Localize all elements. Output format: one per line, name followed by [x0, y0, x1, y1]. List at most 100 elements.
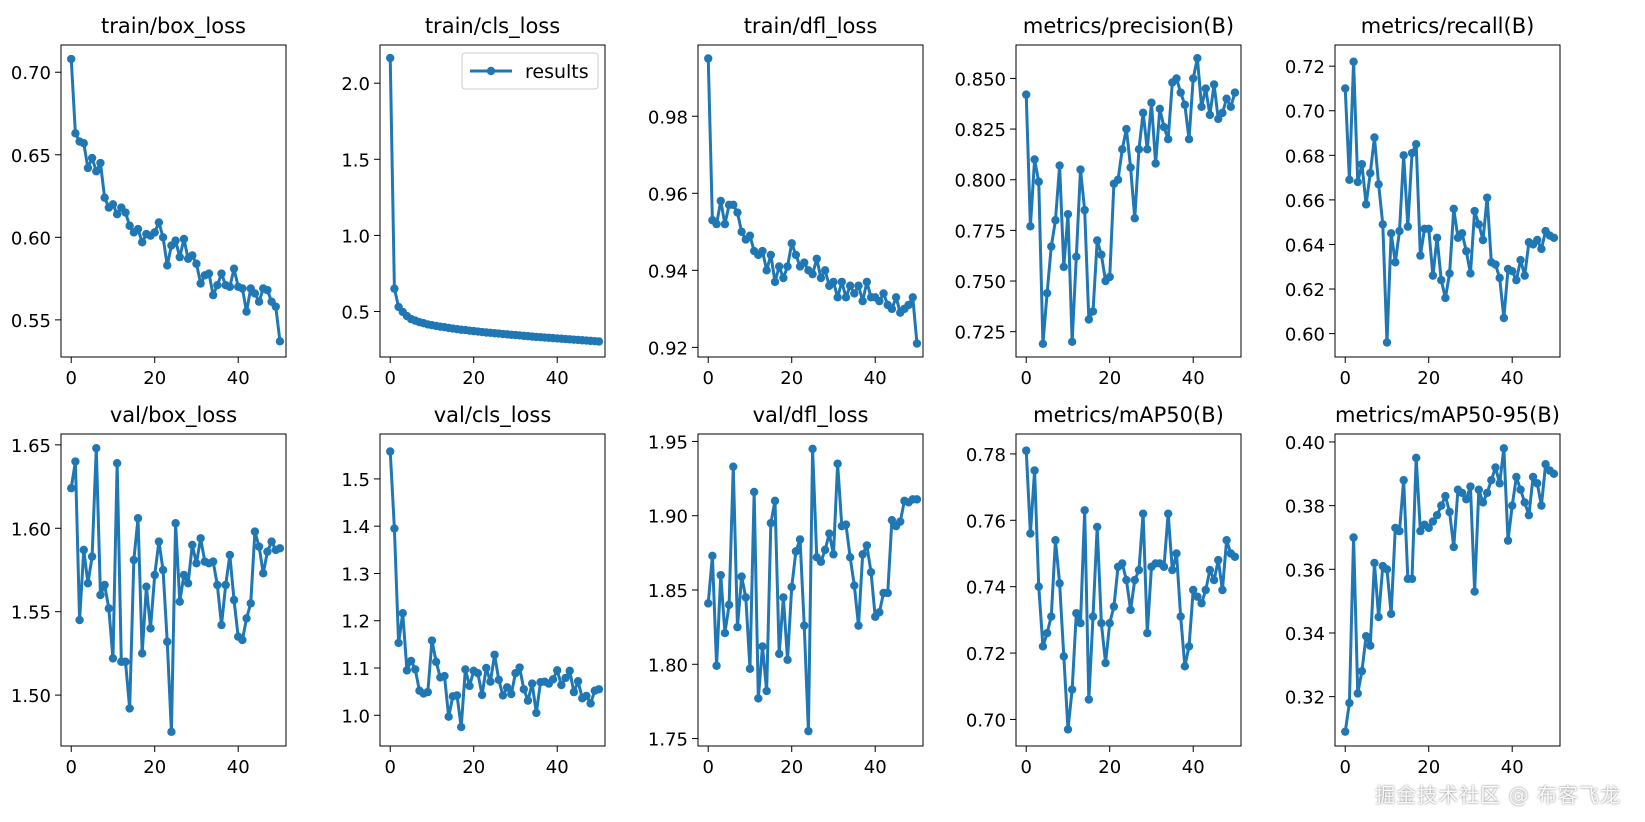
- data-point: [75, 615, 84, 625]
- data-point: [1395, 526, 1404, 536]
- data-point: [1155, 104, 1165, 114]
- data-point: [229, 264, 239, 273]
- data-point: [875, 296, 884, 306]
- chart-title: train/box_loss: [101, 14, 246, 39]
- data-point: [275, 544, 285, 553]
- data-point: [1143, 145, 1152, 154]
- x-tick-label: 20: [780, 368, 803, 389]
- data-point: [192, 259, 201, 268]
- data-point: [137, 238, 147, 247]
- data-point: [92, 167, 101, 176]
- data-point: [142, 582, 151, 591]
- y-tick-label: 0.60: [11, 228, 51, 249]
- axes-frame: [60, 44, 287, 358]
- data-point: [1366, 168, 1375, 178]
- x-tick-label: 40: [1182, 368, 1205, 389]
- data-point: [720, 219, 730, 229]
- data-point: [850, 289, 859, 298]
- data-point: [1193, 592, 1202, 601]
- y-tick-label: 0.34: [1285, 624, 1325, 645]
- y-tick-label: 0.72: [1285, 57, 1325, 78]
- data-point: [1022, 446, 1031, 455]
- y-tick-label: 0.725: [954, 323, 1006, 344]
- chart-title: val/dfl_loss: [753, 403, 869, 428]
- data-point: [1520, 271, 1529, 280]
- data-point: [188, 251, 197, 260]
- data-point: [87, 552, 97, 561]
- data-point: [1437, 275, 1446, 285]
- data-point: [1138, 509, 1148, 518]
- data-point: [1370, 558, 1379, 568]
- x-tick-label: 0: [385, 368, 396, 389]
- data-point: [208, 557, 218, 566]
- data-point: [1541, 460, 1550, 469]
- data-point: [586, 699, 595, 708]
- data-point: [1407, 574, 1417, 584]
- data-point: [808, 444, 817, 454]
- data-point: [523, 696, 533, 705]
- y-tick-label: 1.3: [341, 564, 370, 585]
- data-point: [704, 54, 713, 63]
- data-point: [1495, 273, 1504, 283]
- y-tick-label: 1.90: [648, 507, 688, 528]
- chart-title: train/dfl_loss: [744, 14, 878, 39]
- data-point: [1092, 522, 1102, 532]
- data-point: [862, 541, 872, 550]
- legend-marker: [486, 66, 496, 76]
- data-point: [1138, 108, 1148, 118]
- data-point: [548, 675, 558, 684]
- data-point: [1105, 618, 1114, 628]
- data-point: [1445, 507, 1454, 517]
- y-tick-label: 0.78: [966, 445, 1006, 466]
- data-point: [1391, 258, 1400, 267]
- data-point: [573, 677, 583, 686]
- data-point: [1076, 165, 1085, 174]
- data-point: [1357, 160, 1367, 169]
- data-point: [179, 570, 189, 580]
- data-point: [1101, 658, 1110, 668]
- axes-frame: [379, 433, 606, 747]
- panel-train-cls-loss: train/cls_loss 0.5 1.0 1.5 2.0 0 20 40 results: [341, 14, 606, 389]
- data-point: [716, 570, 725, 580]
- data-point: [125, 221, 134, 230]
- data-point: [891, 293, 901, 302]
- data-point: [1341, 84, 1350, 93]
- data-point: [1051, 216, 1060, 225]
- data-point: [96, 590, 105, 600]
- data-point: [1503, 536, 1513, 545]
- data-point: [553, 666, 562, 675]
- data-point: [188, 540, 197, 550]
- data-point: [217, 269, 226, 278]
- x-tick-label: 20: [143, 368, 166, 389]
- data-point: [175, 252, 184, 262]
- series-line-results: [388, 58, 600, 343]
- data-point: [229, 595, 239, 605]
- data-point: [477, 690, 487, 700]
- data-point: [858, 550, 867, 559]
- data-point: [783, 262, 792, 271]
- panel-metrics-recall-b: metrics/recall(B) 0.60 0.62 0.64 0.66 0.68 0.7…: [1285, 14, 1561, 389]
- data-point: [704, 599, 713, 608]
- data-point: [1520, 498, 1529, 507]
- data-point: [1134, 145, 1144, 154]
- data-point: [482, 663, 491, 673]
- x-tick-label: 40: [546, 757, 569, 778]
- data-point: [427, 636, 437, 645]
- y-tick-label: 0.775: [954, 221, 1006, 242]
- data-point: [1059, 262, 1068, 272]
- data-point: [1189, 74, 1198, 83]
- data-point: [1126, 163, 1135, 172]
- y-tick-label: 2.0: [341, 74, 370, 95]
- data-point: [1549, 233, 1559, 242]
- data-point: [887, 304, 897, 314]
- y-tick-label: 1.4: [341, 517, 370, 538]
- data-point: [1168, 565, 1177, 575]
- data-point: [1230, 552, 1240, 562]
- data-point: [1201, 585, 1210, 595]
- data-point: [1424, 523, 1433, 533]
- data-point: [92, 443, 101, 453]
- data-point: [833, 293, 842, 302]
- y-tick-label: 0.66: [1285, 191, 1325, 212]
- data-point: [791, 547, 801, 556]
- data-point: [1159, 122, 1169, 132]
